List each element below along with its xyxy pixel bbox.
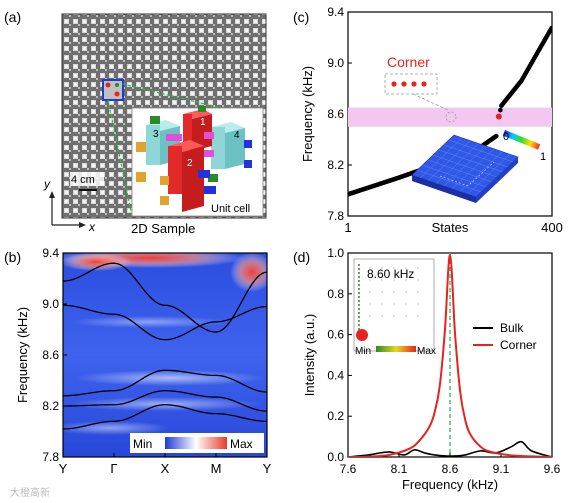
zoom-line-top <box>122 83 263 119</box>
band-line <box>63 390 267 412</box>
scale-text: 4 cm <box>71 174 95 186</box>
y-axis-label: Frequency (kHz) <box>15 307 30 403</box>
corner-curve <box>348 254 552 457</box>
colorbar-b-min: Min <box>133 437 152 451</box>
colorbar-c-max: 1 <box>540 151 546 163</box>
highlight-cell <box>102 79 124 101</box>
chart-d: 0.0 0.2 0.4 0.6 0.8 1.0 Intensity (a.u.) 7.6 8.1… <box>302 246 561 492</box>
y-tick-label: 7.8 <box>42 450 59 464</box>
y-tick-label: 7.8 <box>327 209 344 223</box>
panel-a-label: (a) <box>4 9 21 25</box>
unit-cell-model: 3 1 2 4 <box>136 106 252 212</box>
inset-max: Max <box>417 346 436 357</box>
corner-inset-box <box>384 73 438 95</box>
y-tick-label: 9.4 <box>327 5 344 19</box>
panel-b-label: (b) <box>4 249 21 265</box>
band-line <box>63 369 267 397</box>
sample-caption: 2D Sample <box>131 221 195 236</box>
x-axis-label: Frequency (kHz) <box>402 477 498 492</box>
cell-number-1: 1 <box>200 117 206 128</box>
unit-cell-caption: Unit cell <box>211 203 250 215</box>
inset-colorbar <box>376 346 416 352</box>
x-tick-label: 1 <box>344 220 351 235</box>
x-tick-label: X <box>161 461 170 476</box>
x-tick-label: Γ <box>110 461 117 476</box>
legend-d: Bulk Corner <box>473 321 537 352</box>
inset-lattice <box>369 267 419 317</box>
x-tick-label: M <box>211 461 222 476</box>
y-tick-label: 1.0 <box>327 246 344 260</box>
x-tick-label: Y <box>263 461 272 476</box>
y-tick-label: 8.6 <box>42 348 59 362</box>
panel-a: (a) <box>4 9 267 236</box>
colorbar-b-max: Max <box>230 437 253 451</box>
y-tick-label: 0.2 <box>327 409 344 423</box>
y-tick-label: 9.4 <box>42 246 59 260</box>
cell-number-3: 3 <box>153 129 159 140</box>
chart-c: 7.8 8.2 8.6 9.0 9.4 Frequency (kHz) 1 400 States <box>300 5 563 235</box>
y-tick-label: 8.2 <box>42 399 59 413</box>
cell-number-2: 2 <box>187 158 193 169</box>
legend-bulk: Bulk <box>500 321 524 335</box>
watermark: 大橙高新 <box>10 486 50 499</box>
y-tick-label: 0.6 <box>327 328 344 342</box>
chart-b: 7.8 8.2 8.6 9.0 9.4 Frequency (kHz) Y Γ X M Y <box>15 246 272 476</box>
axis-x-label: x <box>88 220 96 234</box>
cell-number-4: 4 <box>234 130 240 141</box>
band-line <box>63 404 267 430</box>
x-tick-label: 9.1 <box>493 462 510 476</box>
panel-d-label: (d) <box>293 249 310 265</box>
inset-corner-spot <box>356 329 368 341</box>
x-tick-label: 400 <box>541 220 563 235</box>
corner-label: Corner <box>387 54 430 70</box>
state-point <box>498 107 503 113</box>
x-tick-label: Y <box>59 461 68 476</box>
axis-y-label: y <box>43 177 51 191</box>
x-tick-label: 7.6 <box>340 462 357 476</box>
inset-freq-label: 8.60 kHz <box>367 267 414 281</box>
panel-d: (d) 0.0 0.2 0.4 0.6 0.8 1.0 Intensity (a.u.) 7.… <box>293 246 561 492</box>
y-tick-label: 8.6 <box>327 107 344 121</box>
y-axis-label: Frequency (kHz) <box>300 66 315 162</box>
y-tick-label: 9.0 <box>42 297 59 311</box>
x-tick-label: 9.6 <box>544 462 561 476</box>
state-point <box>549 25 552 31</box>
panel-c: (c) 7.8 8.2 8.6 9.0 9.4 Frequency (kHz) 1 400 St… <box>293 5 563 235</box>
y-tick-label: 0.4 <box>327 368 344 382</box>
band-line <box>63 304 267 341</box>
corner-state-point <box>495 113 502 120</box>
x-tick-label: 8.6 <box>442 462 459 476</box>
x-tick-label: 8.1 <box>391 462 408 476</box>
y-tick-label: 8.2 <box>327 158 344 172</box>
inset-min: Min <box>355 346 371 357</box>
y-tick-label: 0.0 <box>327 450 344 464</box>
state-point <box>493 133 499 139</box>
colorbar-b <box>165 437 227 449</box>
panel-c-label: (c) <box>293 9 309 25</box>
bandgap-stripe <box>348 107 552 127</box>
x-axis-label: States <box>432 220 469 235</box>
band-line <box>63 262 267 333</box>
y-tick-label: 0.8 <box>327 287 344 301</box>
mode-colorbar <box>502 130 541 150</box>
legend-corner: Corner <box>500 338 537 352</box>
colorbar-c-min: 0 <box>503 131 509 143</box>
y-axis-label: Intensity (a.u.) <box>302 314 317 396</box>
y-tick-label: 9.0 <box>327 56 344 70</box>
band-heatmap <box>63 253 267 457</box>
